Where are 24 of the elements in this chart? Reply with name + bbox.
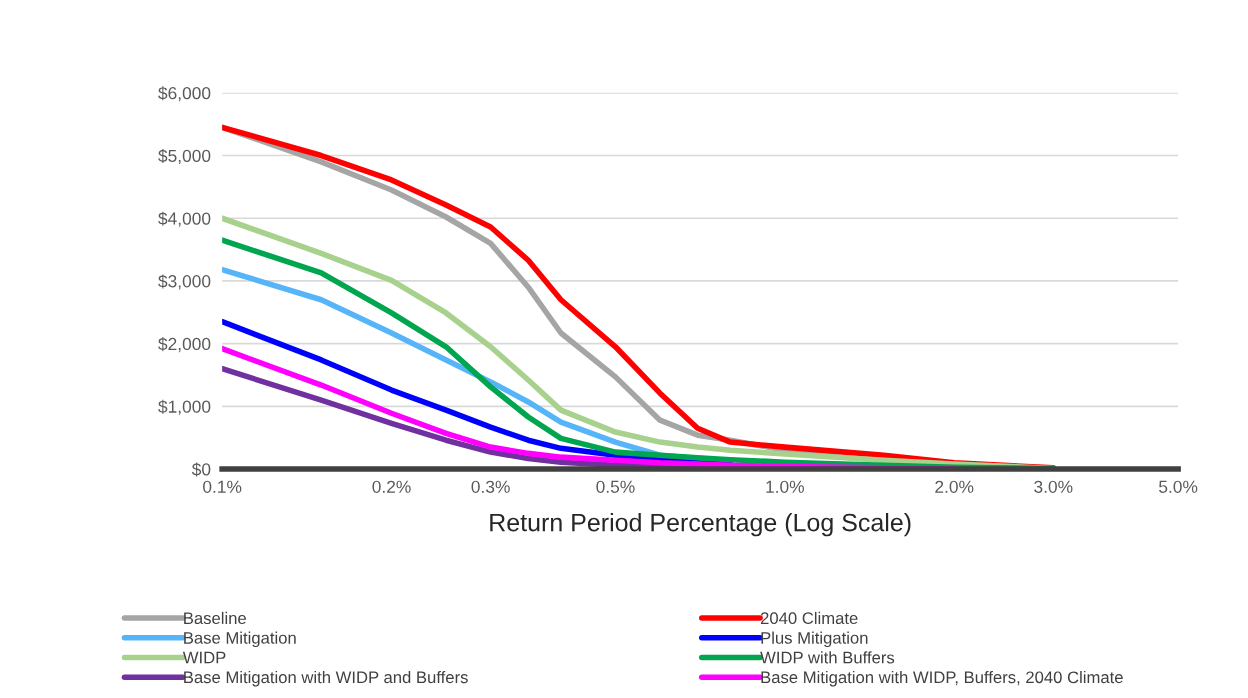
x-tick-label: 0.2% (372, 480, 411, 493)
x-axis-title: Return Period Percentage (Log Scale) (490, 513, 911, 537)
x-tick-label: 0.5% (596, 480, 635, 493)
y-tick-label: $1,000 (158, 399, 211, 415)
y-tick-label: $2,000 (158, 337, 211, 353)
legend-label: WIDP with Buffers (760, 651, 895, 664)
legend-label: Baseline (184, 611, 246, 625)
y-tick-label: $0 (191, 462, 211, 477)
y-tick-label: $4,000 (158, 211, 211, 227)
x-tick-label: 0.1% (203, 480, 242, 493)
legend-label: WIDP (182, 651, 226, 664)
legend-label: Base Mitigation (184, 631, 296, 648)
legend-label: Base Mitigation with WIDP, Buffers, 2040 Climate (761, 670, 1123, 687)
x-tick-label: 5.0% (1159, 480, 1198, 493)
y-tick-label: $5,000 (158, 148, 211, 165)
x-tick-label: 1.0% (766, 480, 804, 493)
x-tick-label: 0.3% (471, 480, 510, 493)
legend-label: Plus Mitigation (761, 631, 868, 648)
legend-label: 2040 Climate (760, 611, 858, 625)
y-tick-label: $3,000 (158, 274, 211, 290)
x-tick-label: 2.0% (935, 480, 974, 493)
legend-label: Base Mitigation with WIDP and Buffers (184, 670, 468, 687)
x-tick-label: 3.0% (1034, 480, 1073, 493)
y-tick-label: $6,000 (158, 86, 211, 102)
